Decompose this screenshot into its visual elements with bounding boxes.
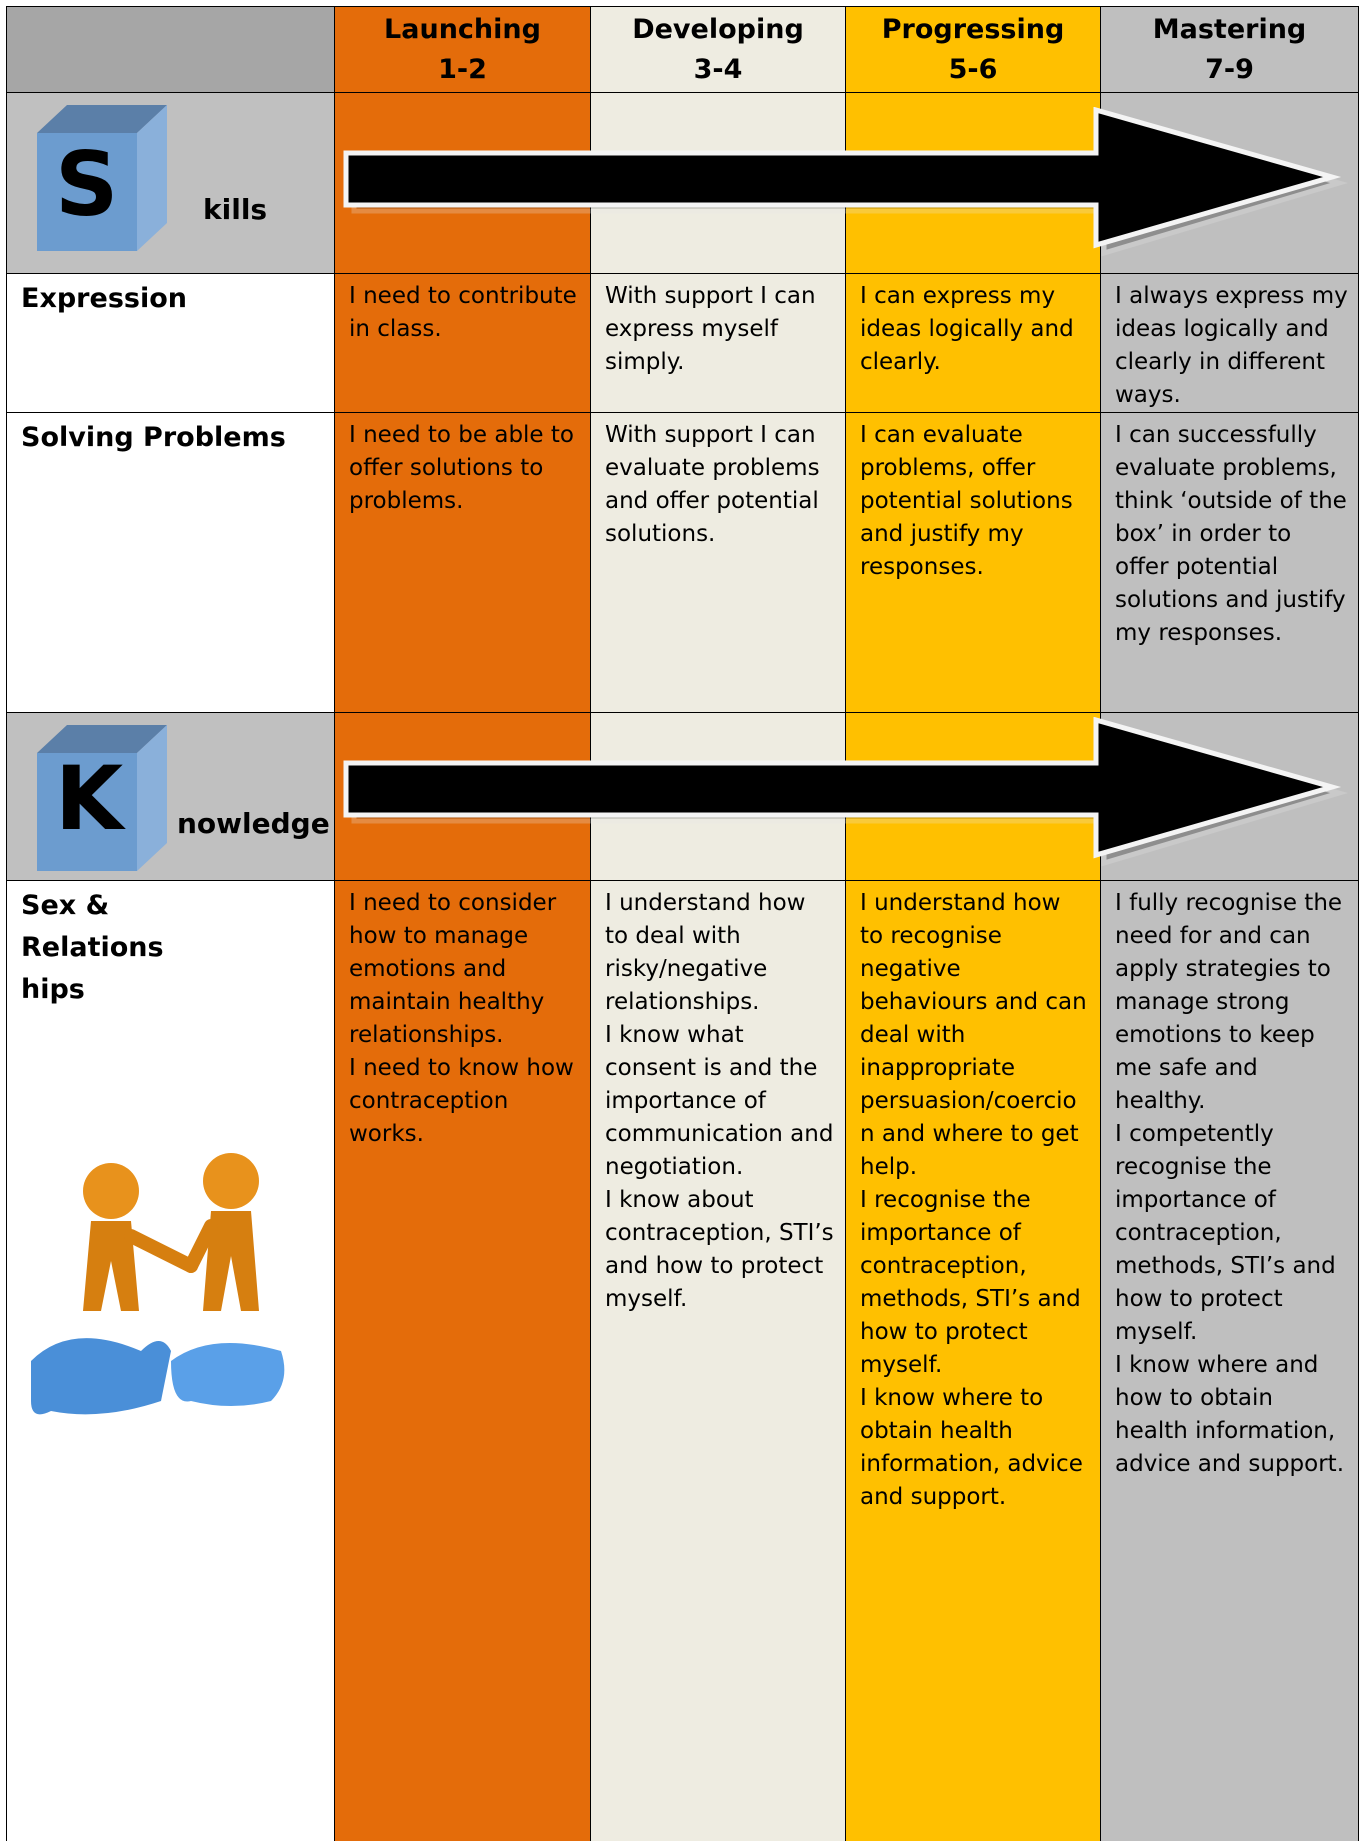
criteria-text: I can evaluate problems, offer potential…: [860, 422, 1073, 580]
criteria-text: With support I can evaluate problems and…: [605, 422, 820, 547]
criteria-cell: I always express my ideas logically and …: [1100, 273, 1359, 413]
column-header: Developing 3-4: [590, 6, 846, 93]
criteria-text: I know what consent is and the importanc…: [605, 1022, 834, 1180]
criteria-cell: I understand how to deal with risky/nega…: [590, 880, 846, 1841]
column-range: 7-9: [1205, 53, 1254, 85]
criteria-cell: I need to be able to offer solutions to …: [334, 412, 591, 713]
column-name: Developing: [632, 13, 804, 45]
criteria-text: I need to contribute in class.: [349, 283, 577, 342]
criteria-row: Sex & Relationships I need to consider ho…: [6, 880, 1359, 1841]
cube-icon: [37, 105, 167, 251]
column-range: 1-2: [438, 53, 487, 85]
criteria-text: I know where and how to obtain health in…: [1115, 1352, 1345, 1477]
criteria-label: Expression: [6, 273, 335, 413]
criteria-cell: With support I can express myself simply…: [590, 273, 846, 413]
criteria-text: I need to consider how to manage emotion…: [349, 890, 557, 1048]
rubric-table: Launching 1-2 Developing 3-4 Progressing 5-6 M…: [6, 6, 1359, 1841]
criteria-text: I need to be able to offer solutions to …: [349, 422, 574, 514]
criteria-text: I know about contraception, STI’s and ho…: [605, 1187, 834, 1312]
criteria-label-text: Solving Problems: [21, 422, 286, 453]
criteria-label-text: Expression: [21, 283, 187, 314]
criteria-cell: I need to contribute in class.: [334, 273, 591, 413]
criteria-label-text: Sex & Relationships: [21, 890, 164, 1005]
criteria-cell: I can express my ideas logically and cle…: [845, 273, 1101, 413]
criteria-cell: I need to consider how to manage emotion…: [334, 880, 591, 1841]
criteria-row: Expression I need to contribute in class.…: [6, 273, 1359, 413]
criteria-text: I can express my ideas logically and cle…: [860, 283, 1074, 375]
section-rest: nowledge: [177, 806, 330, 840]
criteria-text: I always express my ideas logically and …: [1115, 283, 1348, 408]
section-letter: S: [55, 133, 119, 236]
progress-arrow: [343, 107, 1348, 257]
criteria-text: I need to know how contraception works.: [349, 1055, 574, 1147]
handshake-illustration: [31, 1153, 285, 1415]
criteria-text: I understand how to deal with risky/nega…: [605, 890, 806, 1015]
column-header: Mastering 7-9: [1100, 6, 1359, 93]
header-row: Launching 1-2 Developing 3-4 Progressing 5-6 M…: [6, 6, 1359, 93]
column-name: Progressing: [881, 13, 1065, 45]
column-header: Progressing 5-6: [845, 6, 1101, 93]
column-name: Launching: [384, 13, 541, 45]
criteria-cell: I understand how to recognise negative b…: [845, 880, 1101, 1841]
criteria-text: With support I can express myself simply…: [605, 283, 816, 375]
criteria-row: Solving Problems I need to be able to off…: [6, 412, 1359, 713]
criteria-text: I can successfully evaluate problems, th…: [1115, 422, 1347, 646]
column-range: 3-4: [693, 53, 743, 85]
progress-arrow: [343, 716, 1348, 866]
criteria-label: Sex & Relationships: [6, 880, 335, 1841]
column-range: 5-6: [948, 53, 998, 85]
column-name: Mastering: [1152, 13, 1307, 45]
criteria-cell: I fully recognise the need for and can a…: [1100, 880, 1359, 1841]
criteria-label: Solving Problems: [6, 412, 335, 713]
corner-cell: [6, 6, 335, 93]
criteria-text: I know where to obtain health informatio…: [860, 1385, 1083, 1510]
criteria-text: I competently recognise the importance o…: [1115, 1121, 1336, 1345]
criteria-cell: With support I can evaluate problems and…: [590, 412, 846, 713]
criteria-text: I fully recognise the need for and can a…: [1115, 890, 1343, 1114]
cube-icon: [37, 725, 167, 871]
criteria-text: I understand how to recognise negative b…: [860, 890, 1087, 1180]
section-letter: K: [55, 746, 124, 850]
column-header: Launching 1-2: [334, 6, 591, 93]
criteria-text: I recognise the importance of contracept…: [860, 1187, 1081, 1378]
section-rest: kills: [203, 193, 268, 226]
criteria-cell: I can evaluate problems, offer potential…: [845, 412, 1101, 713]
criteria-cell: I can successfully evaluate problems, th…: [1100, 412, 1359, 713]
